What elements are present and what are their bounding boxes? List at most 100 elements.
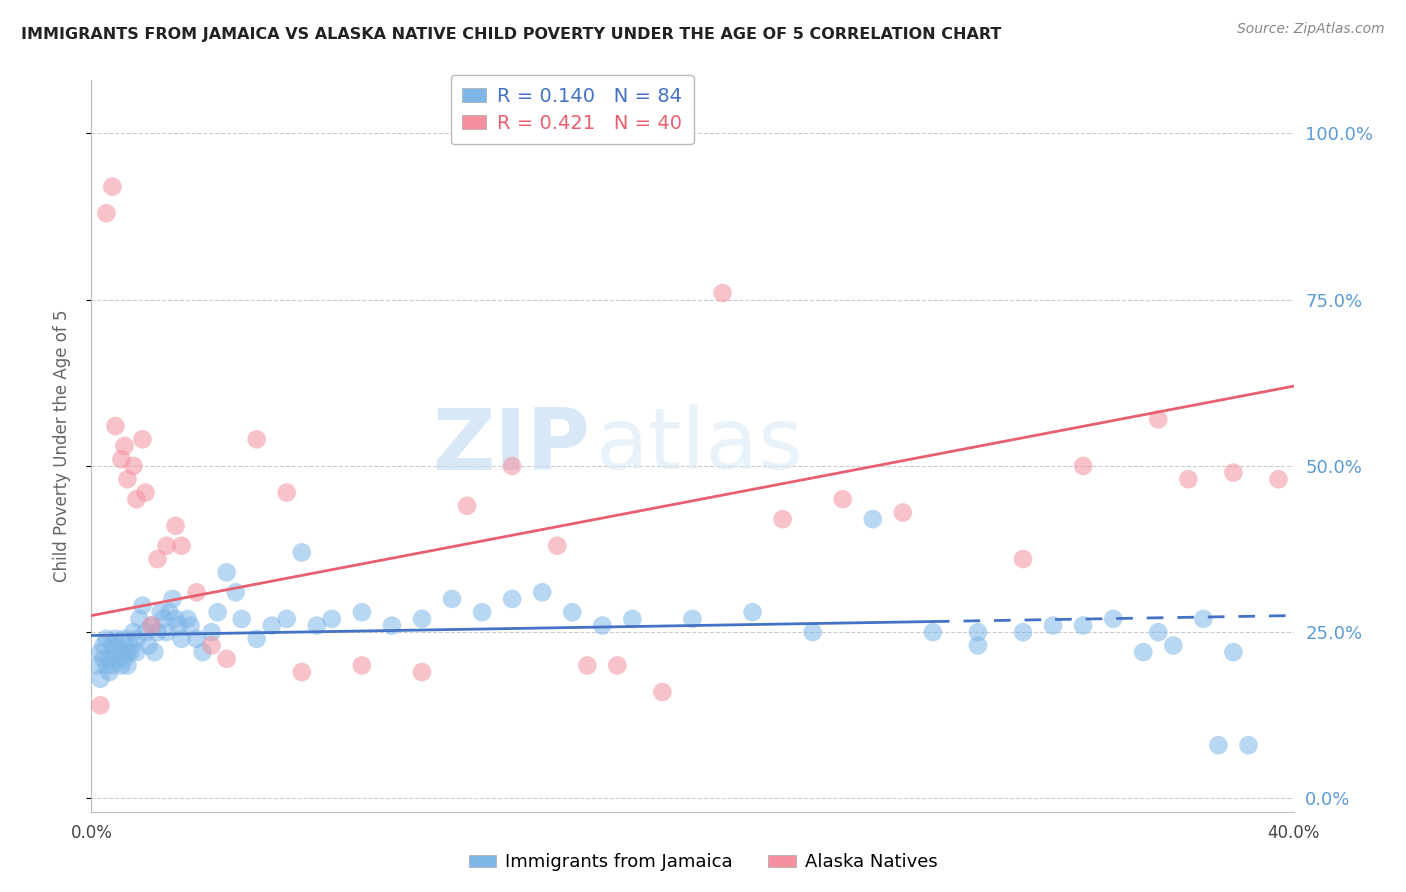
- Text: IMMIGRANTS FROM JAMAICA VS ALASKA NATIVE CHILD POVERTY UNDER THE AGE OF 5 CORREL: IMMIGRANTS FROM JAMAICA VS ALASKA NATIVE…: [21, 27, 1001, 42]
- Point: [1237, 738, 1260, 752]
- Point: [141, 618, 163, 632]
- Point: [125, 492, 148, 507]
- Point: [186, 585, 208, 599]
- Point: [96, 658, 118, 673]
- Point: [1071, 458, 1094, 473]
- Point: [276, 612, 298, 626]
- Point: [411, 612, 433, 626]
- Point: [101, 179, 124, 194]
- Point: [120, 645, 142, 659]
- Point: [1208, 738, 1230, 752]
- Point: [107, 652, 129, 666]
- Point: [1071, 618, 1094, 632]
- Point: [89, 645, 111, 659]
- Point: [381, 618, 404, 632]
- Point: [291, 545, 314, 559]
- Point: [93, 639, 115, 653]
- Point: [456, 499, 478, 513]
- Point: [96, 206, 118, 220]
- Point: [260, 618, 283, 632]
- Point: [967, 639, 990, 653]
- Point: [246, 433, 269, 447]
- Point: [96, 632, 118, 646]
- Point: [862, 512, 884, 526]
- Point: [561, 605, 583, 619]
- Point: [134, 625, 156, 640]
- Point: [138, 639, 160, 653]
- Point: [1147, 412, 1170, 426]
- Point: [134, 485, 156, 500]
- Point: [321, 612, 343, 626]
- Point: [128, 612, 150, 626]
- Point: [501, 458, 523, 473]
- Point: [155, 625, 177, 640]
- Point: [93, 652, 115, 666]
- Point: [501, 591, 523, 606]
- Point: [215, 652, 238, 666]
- Point: [122, 458, 145, 473]
- Point: [89, 698, 111, 713]
- Legend: Immigrants from Jamaica, Alaska Natives: Immigrants from Jamaica, Alaska Natives: [461, 847, 945, 879]
- Point: [162, 591, 184, 606]
- Y-axis label: Child Poverty Under the Age of 5: Child Poverty Under the Age of 5: [52, 310, 70, 582]
- Point: [891, 506, 914, 520]
- Point: [114, 632, 136, 646]
- Point: [606, 658, 628, 673]
- Point: [1177, 472, 1199, 486]
- Point: [1147, 625, 1170, 640]
- Point: [231, 612, 253, 626]
- Point: [225, 585, 247, 599]
- Point: [711, 286, 734, 301]
- Point: [350, 658, 373, 673]
- Point: [104, 419, 127, 434]
- Point: [141, 618, 163, 632]
- Point: [114, 652, 136, 666]
- Point: [159, 605, 181, 619]
- Point: [531, 585, 554, 599]
- Point: [117, 645, 139, 659]
- Point: [122, 625, 145, 640]
- Point: [967, 625, 990, 640]
- Point: [143, 645, 166, 659]
- Point: [215, 566, 238, 580]
- Point: [89, 672, 111, 686]
- Point: [114, 439, 136, 453]
- Point: [165, 518, 187, 533]
- Point: [1222, 645, 1244, 659]
- Point: [125, 632, 148, 646]
- Point: [1012, 625, 1035, 640]
- Point: [201, 639, 224, 653]
- Point: [291, 665, 314, 679]
- Point: [98, 652, 121, 666]
- Point: [101, 639, 124, 653]
- Point: [1132, 645, 1154, 659]
- Point: [101, 658, 124, 673]
- Point: [471, 605, 494, 619]
- Point: [170, 539, 193, 553]
- Point: [1192, 612, 1215, 626]
- Point: [276, 485, 298, 500]
- Point: [621, 612, 644, 626]
- Point: [207, 605, 229, 619]
- Point: [1267, 472, 1289, 486]
- Point: [98, 665, 121, 679]
- Legend: R = 0.140   N = 84, R = 0.421   N = 40: R = 0.140 N = 84, R = 0.421 N = 40: [450, 75, 695, 145]
- Point: [576, 658, 599, 673]
- Point: [741, 605, 763, 619]
- Point: [110, 658, 132, 673]
- Point: [1012, 552, 1035, 566]
- Text: Source: ZipAtlas.com: Source: ZipAtlas.com: [1237, 22, 1385, 37]
- Point: [120, 639, 142, 653]
- Point: [125, 645, 148, 659]
- Point: [681, 612, 703, 626]
- Point: [305, 618, 328, 632]
- Point: [831, 492, 853, 507]
- Point: [110, 452, 132, 467]
- Point: [165, 612, 187, 626]
- Point: [170, 632, 193, 646]
- Point: [191, 645, 214, 659]
- Point: [246, 632, 269, 646]
- Point: [801, 625, 824, 640]
- Point: [186, 632, 208, 646]
- Point: [440, 591, 463, 606]
